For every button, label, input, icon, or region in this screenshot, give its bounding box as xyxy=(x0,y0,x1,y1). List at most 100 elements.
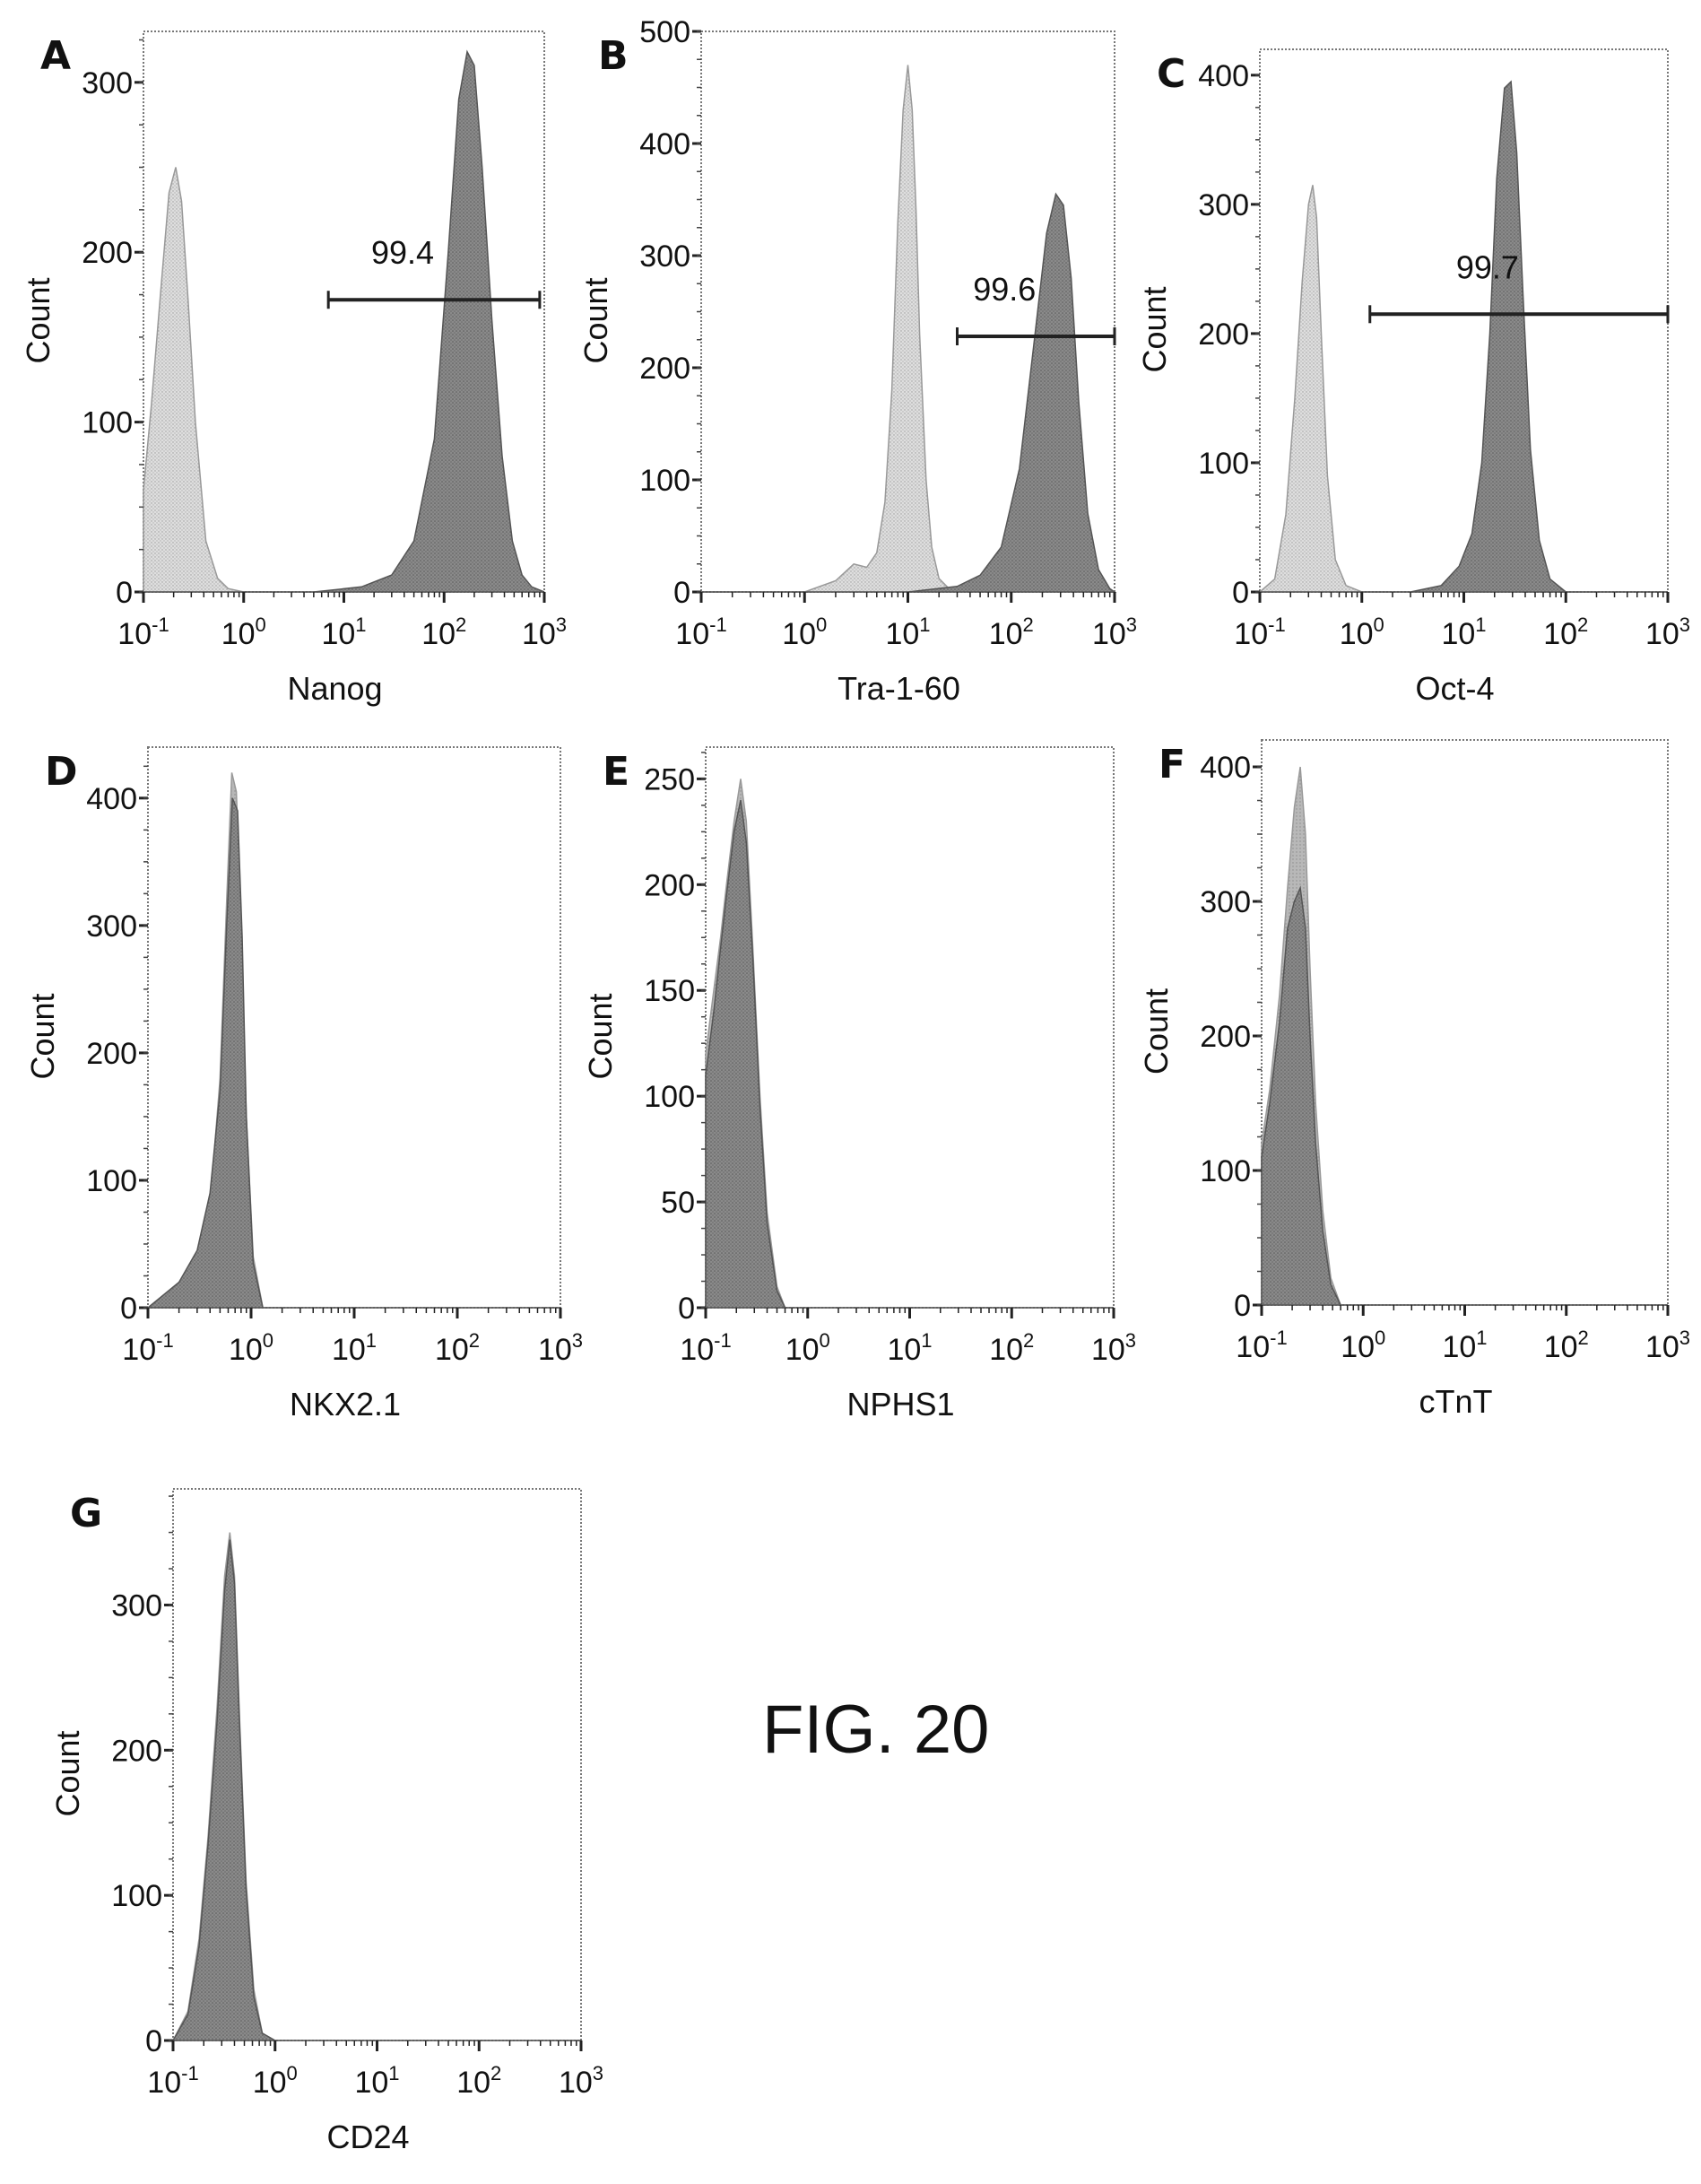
x-tick-exponent: 2 xyxy=(1578,1327,1589,1349)
x-axis-label: Tra-1-60 xyxy=(837,670,960,707)
y-axis-label: Count xyxy=(49,1730,86,1816)
x-tick-exponent: 2 xyxy=(490,2062,501,2084)
panel-letter: C xyxy=(1157,51,1185,97)
y-tick-label: 200 xyxy=(82,236,133,270)
plot-frame xyxy=(147,746,561,1309)
x-tick-label: 103 xyxy=(1645,613,1690,651)
y-tick-label: 0 xyxy=(1234,1289,1251,1323)
x-tick-exponent: 1 xyxy=(366,1329,377,1352)
x-tick-label: 103 xyxy=(1645,1327,1690,1364)
y-tick-label: 200 xyxy=(86,1037,137,1071)
y-tick-label: 0 xyxy=(116,576,133,610)
x-tick-base: 10 xyxy=(675,617,709,651)
y-tick-label: 400 xyxy=(86,782,137,816)
histogram-series-1 xyxy=(1257,185,1668,593)
y-tick-label: 100 xyxy=(82,406,133,440)
x-tick-base: 10 xyxy=(354,2066,388,2100)
histogram-series-2 xyxy=(145,797,560,1309)
y-tick-label: 200 xyxy=(639,352,690,386)
y-tick-label: 0 xyxy=(1232,576,1249,610)
x-tick-base: 10 xyxy=(1544,1330,1578,1364)
panel-letter: B xyxy=(598,33,629,79)
x-tick-base: 10 xyxy=(1091,1333,1125,1367)
y-axis-label: Count xyxy=(1138,988,1175,1075)
x-tick-label: 103 xyxy=(1092,613,1137,651)
x-tick-exponent: 0 xyxy=(816,613,827,636)
x-tick-label: 10-1 xyxy=(117,613,169,651)
x-tick-base: 10 xyxy=(229,1333,263,1367)
x-tick-label: 101 xyxy=(887,1329,932,1367)
x-tick-exponent: 0 xyxy=(820,1329,830,1352)
x-tick-label: 100 xyxy=(229,1329,273,1367)
x-tick-exponent: -1 xyxy=(1270,1327,1288,1349)
x-tick-base: 10 xyxy=(1442,1330,1476,1364)
y-axis-label: Count xyxy=(20,277,56,363)
x-tick-exponent: 3 xyxy=(572,1329,583,1352)
x-tick-label: 102 xyxy=(989,1329,1034,1367)
x-tick-label: 100 xyxy=(1341,1327,1385,1364)
x-tick-base: 10 xyxy=(782,617,816,651)
x-tick-base: 10 xyxy=(522,617,556,651)
histogram-series-2 xyxy=(701,192,1117,593)
y-tick-label: 250 xyxy=(644,762,695,796)
x-tick-label: 101 xyxy=(885,613,930,651)
x-tick-label: 10-1 xyxy=(122,1329,173,1367)
x-tick-base: 10 xyxy=(538,1333,572,1367)
y-tick-label: 100 xyxy=(86,1164,137,1198)
y-axis-label: Count xyxy=(1136,286,1173,372)
x-tick-label: 10-1 xyxy=(680,1329,731,1367)
x-tick-exponent: 0 xyxy=(1375,1327,1385,1349)
x-tick-base: 10 xyxy=(1645,617,1679,651)
y-tick-label: 300 xyxy=(639,239,690,274)
x-tick-exponent: 1 xyxy=(919,613,930,636)
x-tick-base: 10 xyxy=(1340,617,1374,651)
x-tick-base: 10 xyxy=(1543,617,1577,651)
x-tick-label: 100 xyxy=(785,1329,830,1367)
x-tick-exponent: 1 xyxy=(388,2062,399,2084)
x-tick-label: 100 xyxy=(1340,613,1384,651)
x-tick-exponent: 0 xyxy=(287,2062,298,2084)
gate-percentage-label: 99.4 xyxy=(371,234,434,271)
x-tick-label: 101 xyxy=(321,613,366,651)
x-tick-exponent: 3 xyxy=(1679,1327,1690,1349)
x-tick-exponent: -1 xyxy=(1268,613,1286,636)
x-tick-base: 10 xyxy=(989,617,1023,651)
x-tick-exponent: 3 xyxy=(1125,1329,1136,1352)
x-tick-label: 10-1 xyxy=(675,613,726,651)
x-tick-label: 10-1 xyxy=(1236,1327,1287,1364)
x-tick-base: 10 xyxy=(887,1333,921,1367)
histogram-series-2 xyxy=(1260,80,1668,593)
x-tick-label: 100 xyxy=(221,613,266,651)
x-tick-exponent: 1 xyxy=(1476,1327,1487,1349)
x-tick-base: 10 xyxy=(117,617,152,651)
x-tick-label: 103 xyxy=(522,613,567,651)
x-axis-label: CD24 xyxy=(326,2119,409,2155)
x-tick-exponent: 2 xyxy=(469,1329,480,1352)
y-tick-label: 100 xyxy=(1198,447,1249,481)
x-tick-base: 10 xyxy=(1341,1330,1375,1364)
y-tick-label: 300 xyxy=(86,909,137,944)
x-tick-base: 10 xyxy=(1441,617,1475,651)
x-tick-label: 101 xyxy=(1442,1327,1487,1364)
y-axis-label: Count xyxy=(24,993,61,1079)
x-tick-label: 103 xyxy=(1091,1329,1136,1367)
y-tick-label: 300 xyxy=(1200,885,1251,919)
x-tick-exponent: 1 xyxy=(1475,613,1486,636)
x-tick-exponent: 3 xyxy=(1679,613,1690,636)
panel-letter: E xyxy=(603,749,629,795)
x-tick-label: 102 xyxy=(989,613,1034,651)
x-tick-base: 10 xyxy=(885,617,919,651)
x-tick-exponent: -1 xyxy=(156,1329,174,1352)
y-tick-label: 100 xyxy=(1200,1154,1251,1188)
y-tick-label: 0 xyxy=(673,576,690,610)
panel-letter: D xyxy=(45,749,78,795)
histogram-series-2 xyxy=(171,1539,581,2041)
x-tick-exponent: -1 xyxy=(714,1329,732,1352)
y-tick-label: 0 xyxy=(120,1292,137,1326)
x-tick-exponent: 3 xyxy=(556,613,567,636)
histogram-series-2 xyxy=(705,799,1114,1309)
x-axis-label: cTnT xyxy=(1419,1383,1492,1420)
